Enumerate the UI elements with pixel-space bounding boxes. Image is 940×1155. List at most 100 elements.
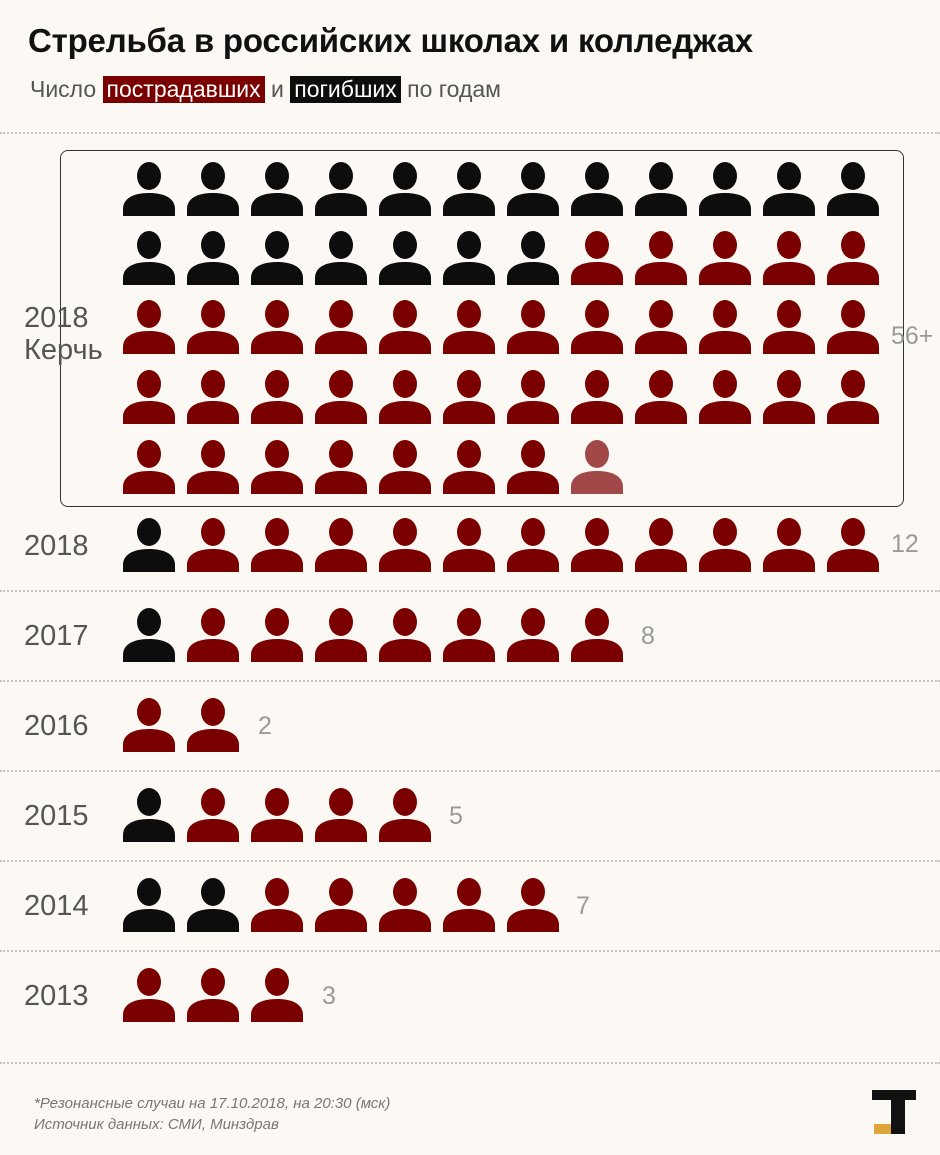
injured-person-icon	[443, 608, 495, 662]
injured-person-icon	[571, 608, 623, 662]
injured-person-icon	[699, 518, 751, 572]
injured-person-icon	[571, 300, 623, 354]
killed-person-icon	[635, 162, 687, 216]
injured-person-icon	[379, 518, 431, 572]
injured-person-icon	[763, 370, 815, 424]
injured-person-icon	[507, 300, 559, 354]
injured-person-icon	[315, 300, 367, 354]
killed-person-icon	[379, 231, 431, 285]
subtitle-suffix: по годам	[407, 76, 501, 102]
killed-person-icon	[827, 162, 879, 216]
killed-person-icon	[123, 518, 175, 572]
row-label-2017: 2017	[24, 620, 89, 652]
injured-person-icon	[251, 370, 303, 424]
injured-person-icon	[187, 608, 239, 662]
killed-person-icon	[123, 788, 175, 842]
injured-person-icon	[315, 608, 367, 662]
injured-person-icon	[315, 518, 367, 572]
injured-person-icon	[251, 518, 303, 572]
injured-person-icon	[827, 370, 879, 424]
divider	[0, 860, 940, 862]
row-count-2018: 12	[891, 530, 919, 558]
killed-person-icon	[187, 231, 239, 285]
killed-person-icon	[123, 231, 175, 285]
killed-person-icon	[123, 878, 175, 932]
row-count-2013: 3	[322, 982, 336, 1010]
killed-person-icon	[251, 231, 303, 285]
killed-person-icon	[379, 162, 431, 216]
killed-person-icon	[507, 231, 559, 285]
killed-person-icon	[315, 231, 367, 285]
injured-person-icon	[187, 698, 239, 752]
injured-person-icon	[251, 608, 303, 662]
row-label-2015: 2015	[24, 800, 89, 832]
injured-person-icon	[763, 231, 815, 285]
injured-person-icon	[699, 370, 751, 424]
divider	[0, 132, 940, 134]
injured-person-icon	[123, 440, 175, 494]
killed-person-icon	[315, 162, 367, 216]
killed-person-icon	[699, 162, 751, 216]
injured-person-icon	[379, 788, 431, 842]
injured-person-icon	[123, 968, 175, 1022]
injured-person-icon	[827, 300, 879, 354]
injured-person-icon	[187, 370, 239, 424]
injured-person-icon	[251, 878, 303, 932]
injured-person-icon	[379, 608, 431, 662]
injured-person-icon	[251, 300, 303, 354]
injured-person-icon	[187, 440, 239, 494]
publisher-logo-icon	[872, 1090, 916, 1134]
injured-person-icon	[507, 440, 559, 494]
injured-person-icon	[571, 440, 623, 494]
subtitle-prefix: Число	[30, 76, 97, 102]
killed-person-icon	[763, 162, 815, 216]
divider	[0, 770, 940, 772]
divider	[0, 1062, 940, 1064]
killed-person-icon	[443, 162, 495, 216]
divider	[0, 680, 940, 682]
row-count-kerch: 56+	[891, 322, 934, 350]
divider	[0, 950, 940, 952]
injured-person-icon	[123, 300, 175, 354]
injured-person-icon	[507, 878, 559, 932]
injured-person-icon	[123, 698, 175, 752]
injured-person-icon	[635, 300, 687, 354]
killed-person-icon	[187, 162, 239, 216]
injured-person-icon	[251, 440, 303, 494]
row-count-2017: 8	[641, 622, 655, 650]
killed-person-icon	[251, 162, 303, 216]
injured-person-icon	[507, 608, 559, 662]
injured-person-icon	[187, 518, 239, 572]
injured-person-icon	[635, 518, 687, 572]
injured-person-icon	[699, 231, 751, 285]
row-year: 2018	[24, 302, 89, 334]
injured-person-icon	[507, 518, 559, 572]
row-label-2016: 2016	[24, 710, 89, 742]
injured-person-icon	[187, 300, 239, 354]
injured-person-icon	[379, 300, 431, 354]
divider	[0, 590, 940, 592]
injured-person-icon	[827, 518, 879, 572]
row-label-kerch: 2018 Керчь	[24, 302, 103, 366]
injured-person-icon	[379, 878, 431, 932]
row-label-2018: 2018	[24, 530, 89, 562]
injured-person-icon	[571, 518, 623, 572]
injured-person-icon	[571, 370, 623, 424]
injured-person-icon	[123, 370, 175, 424]
injured-person-icon	[763, 518, 815, 572]
injured-person-icon	[187, 788, 239, 842]
injured-person-icon	[315, 788, 367, 842]
legend-killed: погибших	[290, 76, 401, 103]
killed-person-icon	[443, 231, 495, 285]
kerch-highlight-box	[60, 150, 904, 507]
row-label-2013: 2013	[24, 980, 89, 1012]
footnote-source: Источник данных: СМИ, Минздрав	[34, 1116, 279, 1133]
injured-person-icon	[251, 968, 303, 1022]
injured-person-icon	[443, 370, 495, 424]
injured-person-icon	[443, 440, 495, 494]
injured-person-icon	[315, 440, 367, 494]
injured-person-icon	[827, 231, 879, 285]
injured-person-icon	[187, 968, 239, 1022]
injured-person-icon	[507, 370, 559, 424]
row-count-2015: 5	[449, 802, 463, 830]
